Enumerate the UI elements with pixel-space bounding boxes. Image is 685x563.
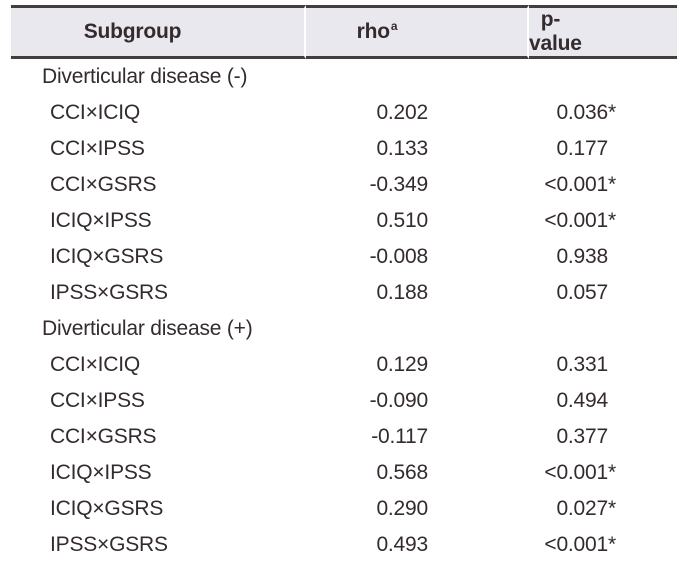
pvalue-number: 0.027 [556,497,608,520]
table-body: Diverticular disease (-) CCI×ICIQ 0.202 0.0… [11,59,677,563]
rho-value-cell: 0.510 [376,209,428,232]
significance-asterisk: * [608,533,616,556]
group-header-row: Diverticular disease (+) [11,311,677,347]
table-row: CCI×GSRS -0.117 0.377 [11,419,677,455]
subgroup-cell: ICIQ×GSRS [50,245,164,268]
subgroup-cell: IPSS×GSRS [50,281,168,304]
rho-value-cell: 0.568 [376,461,428,484]
group-label: Diverticular disease (-) [42,65,248,88]
pvalue-cell: 0.036 * [529,95,677,131]
rho-value-cell: 0.129 [376,353,428,376]
pvalue-cell: <0.001 * [529,203,677,239]
pvalue-cell: 0.938 [529,239,677,275]
subgroup-cell: CCI×ICIQ [50,101,140,124]
pvalue-cell: 0.057 [529,275,677,311]
pvalue-number: 0.036 [556,101,608,124]
group-label: Diverticular disease (+) [42,317,253,340]
table-row: IPSS×GSRS 0.493 <0.001 * [11,527,677,563]
subgroup-cell: CCI×IPSS [50,389,145,412]
pvalue-number: 0.177 [556,137,608,160]
footnote-marker-a: a [390,19,398,33]
table-row: ICIQ×IPSS 0.568 <0.001 * [11,455,677,491]
subgroup-cell: CCI×ICIQ [50,353,140,376]
column-header-subgroup-label: Subgroup [83,20,182,43]
significance-asterisk: * [608,173,616,196]
significance-asterisk: * [608,461,616,484]
significance-asterisk: * [608,101,616,124]
table-row: CCI×IPSS -0.090 0.494 [11,383,677,419]
subgroup-cell: CCI×GSRS [50,173,157,196]
pvalue-number: 0.057 [556,281,608,304]
column-header-rho: rhoa [306,5,529,59]
table-row: CCI×IPSS 0.133 0.177 [11,131,677,167]
significance-asterisk: * [608,497,616,520]
pvalue-cell: <0.001 * [529,167,677,203]
pvalue-number: 0.494 [556,389,608,412]
table-row: CCI×GSRS -0.349 <0.001 * [11,167,677,203]
rho-value-cell: -0.008 [369,245,429,268]
subgroup-cell: ICIQ×IPSS [50,461,152,484]
rho-value-cell: 0.133 [376,137,428,160]
pvalue-number: <0.001 [544,173,608,196]
rho-value-cell: 0.290 [376,497,428,520]
header-row: Subgroup rhoa p-value [11,5,677,59]
pvalue-cell: <0.001 * [529,455,677,491]
rho-value-cell: 0.493 [306,527,529,563]
pvalue-cell: 0.377 [529,419,677,455]
table-row: CCI×ICIQ 0.202 0.036 * [11,95,677,131]
pvalue-number: 0.938 [556,245,608,268]
subgroup-cell: ICIQ×GSRS [50,497,164,520]
pvalue-cell: 0.027 * [529,491,677,527]
rho-value-cell: -0.090 [369,389,429,412]
pvalue-cell: <0.001 * [529,527,677,563]
pvalue-number: <0.001 [544,533,608,556]
group-header-row: Diverticular disease (-) [11,59,677,95]
pvalue-number: <0.001 [544,461,608,484]
column-header-pvalue-label: p-value [529,8,582,55]
pvalue-cell: 0.177 [529,131,677,167]
pvalue-number: 0.331 [556,353,608,376]
subgroup-cell: ICIQ×IPSS [50,209,152,232]
table-row: IPSS×GSRS 0.188 0.057 [11,275,677,311]
rho-value-cell: 0.188 [376,281,428,304]
subgroup-cell: CCI×IPSS [50,137,145,160]
column-header-rho-label: rho [356,20,390,43]
rho-value-cell: -0.117 [371,425,428,448]
rho-value-cell: -0.349 [369,173,429,196]
subgroup-cell: IPSS×GSRS [11,527,306,563]
pvalue-number: <0.001 [544,209,608,232]
table-row: ICIQ×GSRS -0.008 0.938 [11,239,677,275]
subgroup-cell: CCI×GSRS [50,425,157,448]
rho-value-cell: 0.202 [376,101,428,124]
table-row: ICIQ×GSRS 0.290 0.027 * [11,491,677,527]
pvalue-cell: 0.494 [529,383,677,419]
significance-asterisk: * [608,209,616,232]
column-header-subgroup: Subgroup [11,5,306,59]
pvalue-cell: 0.331 [529,347,677,383]
table-row: ICIQ×IPSS 0.510 <0.001 * [11,203,677,239]
column-header-pvalue: p-value [529,5,677,59]
table-row: CCI×ICIQ 0.129 0.331 [11,347,677,383]
subgroup-correlation-table: Subgroup rhoa p-value Diverticular disea… [11,5,677,563]
correlation-table-figure: Subgroup rhoa p-value Diverticular disea… [0,5,685,563]
pvalue-number: 0.377 [556,425,608,448]
